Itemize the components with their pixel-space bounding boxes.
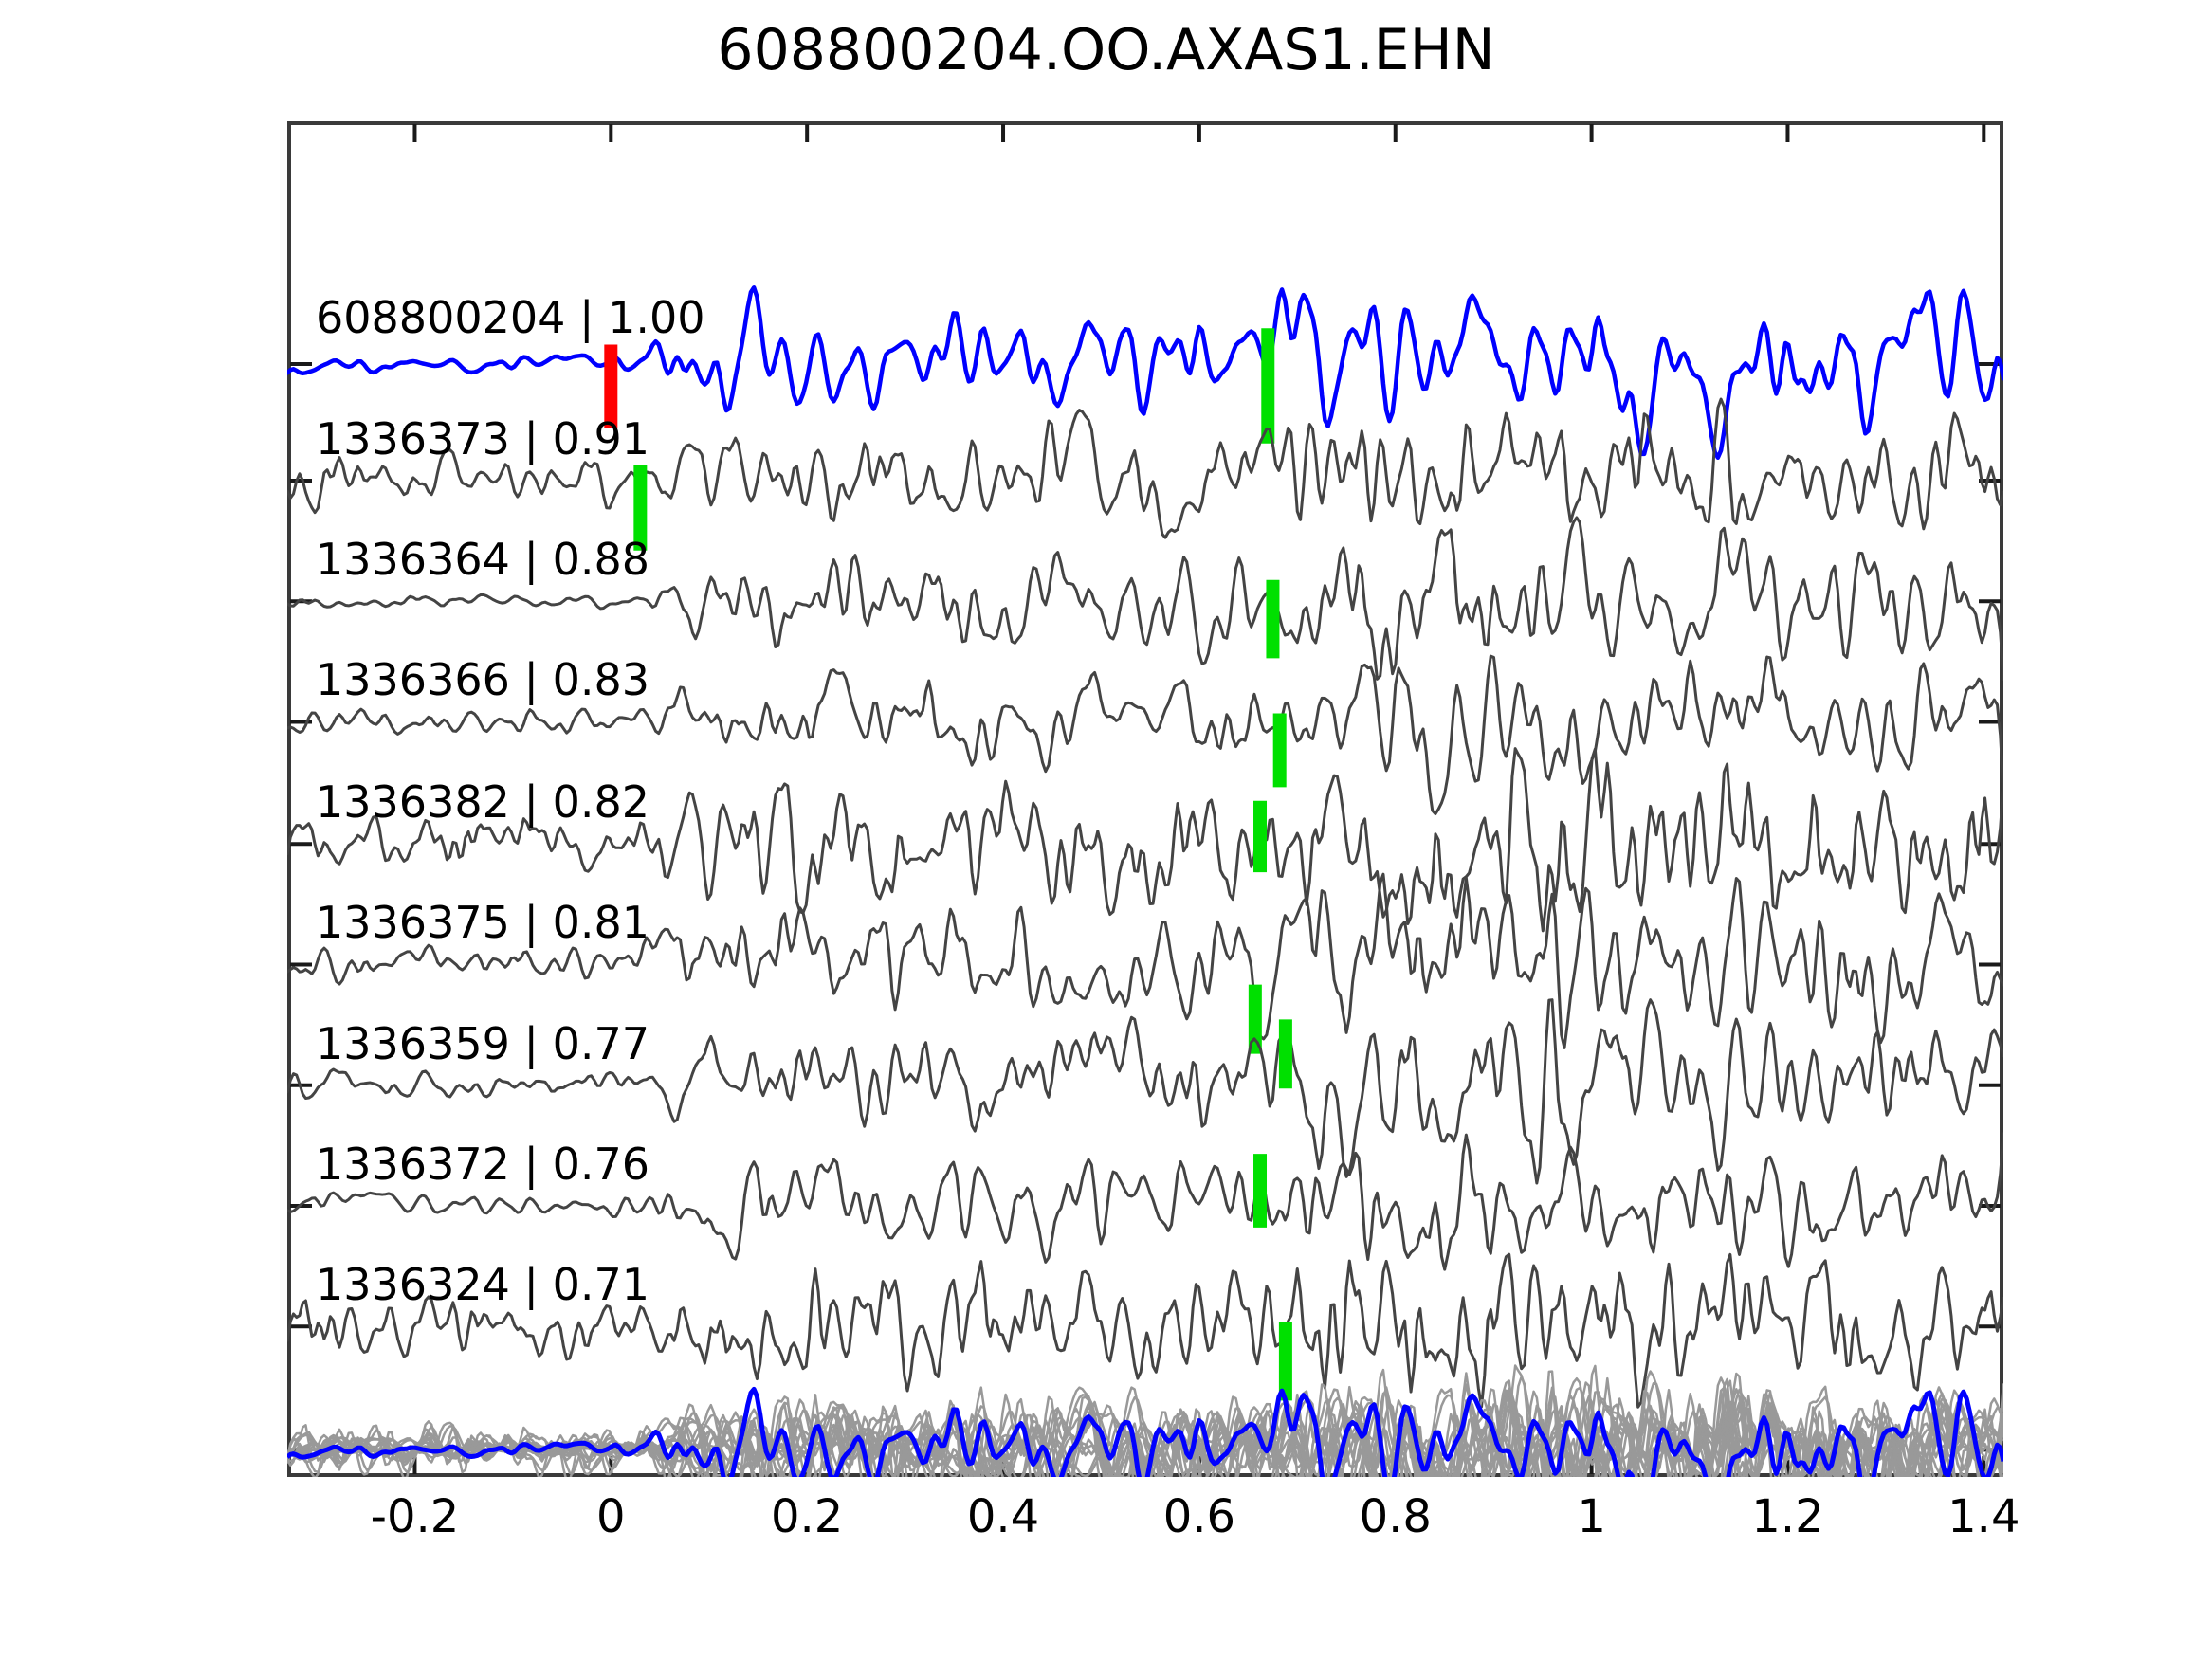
trace-label-0: 608800204 | 1.00 xyxy=(316,292,705,344)
waveform-1336372 xyxy=(287,1132,2003,1271)
trace-label-7: 1336372 | 0.76 xyxy=(316,1138,650,1190)
waveform-1336375 xyxy=(287,872,2003,1049)
trace-group-1336359 xyxy=(287,998,2003,1185)
x-tick-label-0: -0.2 xyxy=(370,1490,460,1543)
page-title: 608800204.OO.AXAS1.EHN xyxy=(717,17,1495,83)
stack-trace-alt-1336372 xyxy=(287,1403,2003,1477)
trace-label-6: 1336359 | 0.77 xyxy=(316,1017,650,1069)
trace-group-1336366 xyxy=(287,654,2003,816)
trace-label-4: 1336382 | 0.82 xyxy=(316,775,650,828)
trace-label-2: 1336364 | 0.88 xyxy=(316,534,650,585)
waveform-1336373 xyxy=(287,397,2003,539)
x-axis-tick-labels: -0.2 0 0.2 0.4 0.6 0.8 1 1.2 1.4 xyxy=(287,1490,2020,1557)
x-tick-label-6: 1 xyxy=(1577,1490,1606,1543)
stack-trace-alt-1336324 xyxy=(287,1391,2003,1477)
x-tick-label-8: 1.4 xyxy=(1947,1490,2020,1543)
plot-area: 608800204 | 1.00 1336373 | 0.91 1336364 | … xyxy=(287,121,2003,1477)
trace-group-1336324 xyxy=(287,1252,2003,1409)
x-tick-label-1: 0 xyxy=(596,1490,626,1543)
waveform-1336364 xyxy=(287,516,2003,681)
trace-group-1336372 xyxy=(287,1132,2003,1271)
trace-group-1336364 xyxy=(287,516,2003,681)
waveform-plot xyxy=(287,121,2003,1477)
trace-group-1336375 xyxy=(287,872,2003,1054)
waveform-608800204 xyxy=(287,285,2003,461)
stack-overlay-panel xyxy=(287,1364,2003,1477)
x-tick-label-5: 0.8 xyxy=(1359,1490,1432,1543)
x-tick-label-7: 1.2 xyxy=(1751,1490,1824,1543)
waveform-1336382 xyxy=(287,747,2003,933)
trace-group-1336373 xyxy=(287,397,2003,551)
trace-label-5: 1336375 | 0.81 xyxy=(316,897,650,949)
stack-trace-alt-1336366 xyxy=(287,1401,2003,1477)
waveform-1336359 xyxy=(287,998,2003,1185)
x-tick-label-2: 0.2 xyxy=(770,1490,844,1543)
trace-label-1: 1336373 | 0.91 xyxy=(316,412,650,465)
trace-label-8: 1336324 | 0.71 xyxy=(316,1259,650,1311)
x-tick-label-4: 0.6 xyxy=(1162,1490,1236,1543)
trace-group-1336382 xyxy=(287,747,2003,933)
trace-label-3: 1336366 | 0.83 xyxy=(316,654,650,706)
stack-template-trace xyxy=(287,1386,2003,1477)
waveform-1336324 xyxy=(287,1252,2003,1409)
trace-group-608800204 xyxy=(287,285,2003,461)
x-tick-label-3: 0.4 xyxy=(966,1490,1040,1543)
waveform-1336366 xyxy=(287,654,2003,816)
